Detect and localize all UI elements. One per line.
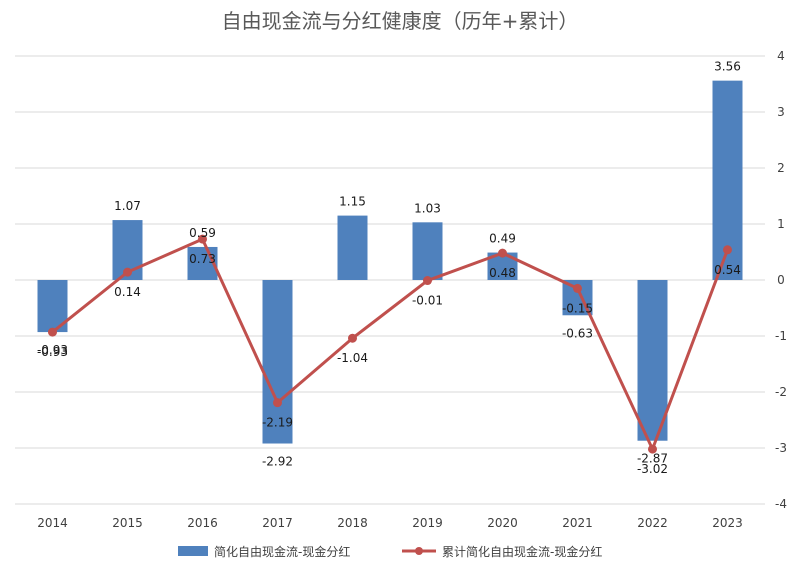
- legend-bar-label: 简化自由现金流-现金分红: [214, 544, 350, 559]
- line-data-label: 0.54: [714, 263, 741, 277]
- line-data-label: -0.93: [37, 345, 68, 359]
- x-tick-label: 2015: [112, 516, 143, 530]
- line-data-label: 0.73: [189, 252, 216, 266]
- bar-data-label: 0.49: [489, 232, 516, 246]
- data-labels: -0.93 1.07 0.59 -2.92 1.15 1.03 0.49 -0.63 -2.87…: [37, 60, 741, 476]
- line-data-label: -1.04: [337, 351, 368, 365]
- line-point: [573, 283, 582, 293]
- bar-data-label: -0.63: [562, 326, 593, 340]
- y-tick-label: 3: [777, 105, 785, 119]
- line-data-label: -0.15: [562, 301, 593, 315]
- line-series: [48, 234, 732, 454]
- bar-data-label: 1.15: [339, 195, 366, 209]
- bar: [337, 215, 368, 280]
- bar-data-label: -2.87: [637, 452, 668, 466]
- x-tick-label: 2022: [637, 516, 668, 530]
- x-tick-label: 2020: [487, 516, 518, 530]
- line-data-label: -2.19: [262, 416, 293, 430]
- line-data-label: 0.48: [489, 266, 516, 280]
- line-point: [498, 248, 507, 258]
- line-data-label: -3.02: [637, 462, 668, 476]
- legend-line-label: 累计简化自由现金流-现金分红: [442, 544, 602, 559]
- y-tick-label: -3: [775, 441, 787, 455]
- legend: 简化自由现金流-现金分红 累计简化自由现金流-现金分红: [178, 544, 602, 559]
- line-data-label: -0.01: [412, 294, 443, 308]
- bar-series: [37, 80, 743, 444]
- line-point: [48, 327, 57, 337]
- bar-data-label: 1.07: [114, 199, 141, 213]
- line-point: [423, 276, 432, 286]
- line-point: [273, 398, 282, 408]
- line-path: [51, 237, 729, 451]
- bar-data-label: -0.93: [37, 343, 68, 357]
- line-point: [198, 234, 207, 244]
- y-tick-label: -2: [775, 385, 787, 399]
- legend-line-marker: [415, 547, 423, 555]
- line-point: [648, 444, 657, 454]
- x-tick-label: 2018: [337, 516, 368, 530]
- x-tick-label: 2017: [262, 516, 293, 530]
- y-tick-label: 0: [777, 273, 785, 287]
- y-tick-label: 4: [777, 49, 785, 63]
- line-point: [348, 333, 357, 343]
- bar-data-label: 0.59: [189, 226, 216, 240]
- bar: [637, 280, 668, 441]
- x-tick-label: 2019: [412, 516, 443, 530]
- y-tick-label: -1: [775, 329, 787, 343]
- x-tick-label: 2014: [37, 516, 68, 530]
- bar-data-label: 1.03: [414, 201, 441, 215]
- x-tick-label: 2023: [712, 516, 743, 530]
- line-point: [723, 245, 732, 255]
- axes: 4 3 2 1 0 -1 -2 -3 -4 2014 2015 2016 2017 2018 2019 202…: [37, 49, 787, 530]
- bar: [412, 222, 443, 280]
- bar: [262, 280, 293, 444]
- line-data-label: 0.14: [114, 285, 141, 299]
- chart-title: 自由现金流与分红健康度（历年+累计）: [222, 9, 579, 33]
- bar-data-label: -2.92: [262, 455, 293, 469]
- y-tick-label: 1: [777, 217, 785, 231]
- x-tick-label: 2021: [562, 516, 593, 530]
- x-tick-label: 2016: [187, 516, 218, 530]
- bar-data-label: 3.56: [714, 60, 741, 74]
- line-point: [123, 267, 132, 277]
- legend-bar-swatch: [178, 546, 208, 556]
- y-tick-label: 2: [777, 161, 785, 175]
- y-tick-label: -4: [775, 497, 787, 511]
